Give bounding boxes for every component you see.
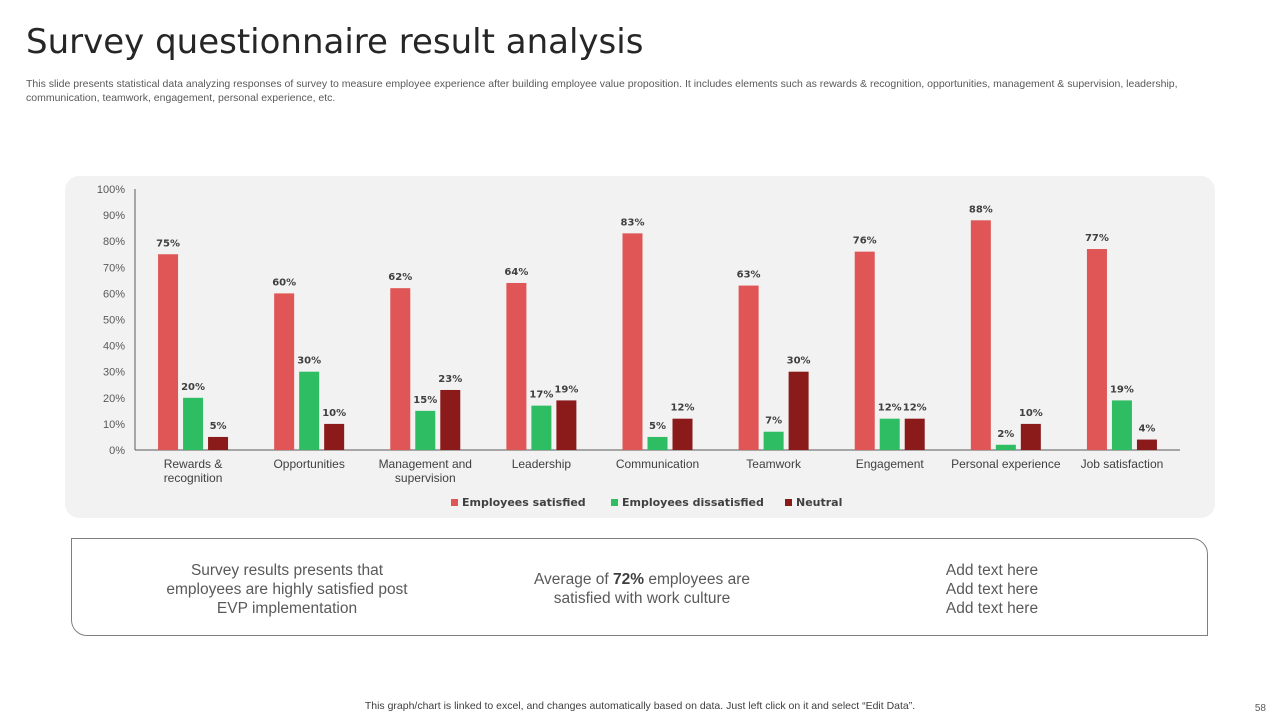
y-tick-label: 80% <box>103 236 125 248</box>
summary-3-line: Add text here <box>945 600 1039 617</box>
legend-swatch <box>451 499 458 506</box>
bar <box>622 233 643 450</box>
summary-2-highlight: 72% <box>612 571 645 588</box>
bar <box>995 444 1016 450</box>
data-label: 17% <box>529 390 553 401</box>
data-label: 5% <box>649 421 666 432</box>
data-label: 19% <box>1110 384 1134 395</box>
bar <box>506 282 527 450</box>
legend-label: Employees dissatisfied <box>622 496 764 509</box>
data-label: 75% <box>156 238 180 249</box>
summary-text-2: Average of 72% employees are satisfied w… <box>512 570 772 608</box>
page-number: 58 <box>1254 703 1266 714</box>
data-label: 12% <box>671 403 695 414</box>
legend-swatch <box>611 499 618 506</box>
bar <box>208 436 229 450</box>
bar <box>183 397 204 450</box>
footer-note: This graph/chart is linked to excel, and… <box>364 700 916 712</box>
legend-label: Neutral <box>796 496 842 509</box>
summary-text-3: Add text here Add text here Add text her… <box>892 561 1092 618</box>
summary-3-line: Add text here <box>945 562 1039 579</box>
bar <box>788 371 809 450</box>
summary-3-line: Add text here <box>945 581 1039 598</box>
bar <box>904 418 925 450</box>
data-label: 20% <box>181 382 205 393</box>
y-tick-label: 70% <box>103 262 125 274</box>
data-label: 15% <box>413 395 437 406</box>
page-subtitle: This slide presents statistical data ana… <box>26 78 1178 104</box>
y-tick-label: 40% <box>103 341 125 353</box>
y-tick-label: 50% <box>103 315 125 327</box>
bar <box>672 418 693 450</box>
x-tick-label: supervision <box>395 471 456 485</box>
bar <box>324 423 345 450</box>
summary-text-1: Survey results presents that employees a… <box>166 562 408 617</box>
x-tick-label: Personal experience <box>951 457 1061 471</box>
bar <box>556 400 577 450</box>
x-tick-label: Leadership <box>512 457 572 471</box>
data-label: 88% <box>969 204 993 215</box>
x-tick-label: Engagement <box>856 457 925 471</box>
y-tick-label: 100% <box>97 184 125 196</box>
bar <box>390 288 411 450</box>
data-label: 2% <box>997 429 1014 440</box>
bar <box>1086 249 1107 450</box>
y-tick-label: 20% <box>103 393 125 405</box>
x-tick-label: Job satisfaction <box>1081 457 1164 471</box>
bar <box>763 431 784 450</box>
y-tick-label: 0% <box>109 445 125 457</box>
bar <box>440 389 461 450</box>
survey-bar-chart: 0% 10% 20% 30% 40% 50% 60% 70% 80% 90% 100% 75% 20% 5… <box>97 184 1180 509</box>
bar <box>854 251 875 450</box>
bar <box>415 410 436 450</box>
bar <box>299 371 320 450</box>
x-tick-label: Rewards & <box>164 457 223 471</box>
bar <box>274 293 295 450</box>
data-label: 19% <box>554 384 578 395</box>
bar <box>531 405 552 450</box>
bar <box>1020 423 1041 450</box>
bar <box>158 254 179 450</box>
data-label: 63% <box>737 270 761 281</box>
x-tick-label: recognition <box>164 471 223 485</box>
summary-2-prefix: Average of <box>533 571 613 588</box>
data-label: 4% <box>1138 424 1155 435</box>
data-label: 30% <box>297 356 321 367</box>
bar <box>970 220 991 450</box>
x-tick-label: Teamwork <box>746 457 802 471</box>
data-label: 10% <box>322 408 346 419</box>
y-tick-label: 90% <box>103 210 125 222</box>
data-label: 62% <box>388 272 412 283</box>
legend-swatch <box>785 499 792 506</box>
data-label: 60% <box>272 277 296 288</box>
chart-panel: 0% 10% 20% 30% 40% 50% 60% 70% 80% 90% 100% 75% 20% 5… <box>65 176 1215 518</box>
data-label: 12% <box>903 403 927 414</box>
bar <box>879 418 900 450</box>
data-label: 7% <box>765 416 782 427</box>
summary-box: Survey results presents that employees a… <box>71 538 1208 636</box>
bar <box>1111 400 1132 450</box>
bar <box>647 436 668 450</box>
data-label: 76% <box>853 236 877 247</box>
data-label: 30% <box>787 356 811 367</box>
data-label: 12% <box>878 403 902 414</box>
data-label: 64% <box>504 267 528 278</box>
x-tick-label: Communication <box>616 457 699 471</box>
data-label: 77% <box>1085 233 1109 244</box>
summary-2-suffix: employees are satisfied with work cultur… <box>553 571 750 607</box>
legend-label: Employees satisfied <box>462 496 586 509</box>
data-label: 5% <box>210 421 227 432</box>
data-label: 10% <box>1019 408 1043 419</box>
bar <box>1136 439 1157 450</box>
data-label: 83% <box>621 217 645 228</box>
bar <box>738 285 759 450</box>
data-label: 23% <box>438 374 462 385</box>
y-tick-label: 30% <box>103 367 125 379</box>
y-tick-label: 60% <box>103 288 125 300</box>
x-tick-label: Management and <box>379 457 472 471</box>
y-tick-label: 10% <box>103 419 125 431</box>
x-tick-label: Opportunities <box>273 457 344 471</box>
page-title: Survey questionnaire result analysis <box>26 22 644 62</box>
